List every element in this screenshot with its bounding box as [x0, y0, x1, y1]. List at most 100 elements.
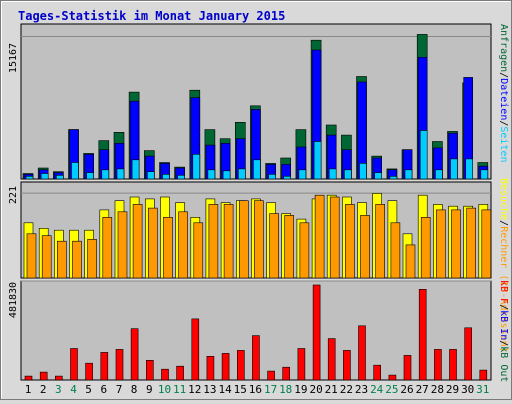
bar-kb-f-day-14	[221, 353, 230, 381]
x-tick-label-day-24: 24	[370, 383, 384, 396]
x-tick-label-day-16: 16	[249, 383, 262, 396]
legend-middle: Besuche /Rechner (IP-Adressen)	[498, 178, 509, 353]
x-tick-label-day-28: 28	[431, 383, 444, 396]
bar-seiten-day-31	[480, 169, 489, 180]
bar-rechner-ip-adressen--day-29	[451, 209, 461, 279]
bar-rechner-ip-adressen--day-18	[284, 215, 295, 279]
panel-visits: 221	[8, 181, 492, 279]
x-tick-label-day-20: 20	[309, 383, 322, 396]
bar-rechner-ip-adressen--day-21	[329, 196, 340, 279]
bar-seiten-day-25	[389, 176, 398, 180]
bar-seiten-day-29	[450, 158, 458, 180]
x-tick-label-day-21: 21	[325, 383, 338, 396]
bar-seiten-day-7	[116, 168, 125, 180]
x-tick-label-day-30: 30	[461, 383, 474, 396]
x-tick-label-day-7: 7	[116, 383, 123, 396]
x-tick-label-day-26: 26	[400, 383, 413, 396]
bar-rechner-ip-adressen--day-8	[132, 204, 143, 279]
bar-kb-f-day-11	[176, 365, 184, 381]
legend-entry: kB In	[498, 310, 509, 340]
legend-entry: Seiten	[498, 126, 509, 162]
bar-kb-f-day-1	[24, 375, 33, 381]
bar-rechner-ip-adressen--day-1	[26, 233, 37, 279]
bar-seiten-day-14	[222, 170, 231, 180]
x-tick-label-day-3: 3	[55, 383, 62, 396]
bar-rechner-ip-adressen--day-9	[148, 207, 158, 279]
legend-top: Anfragen/Dateien/Seiten	[498, 24, 509, 163]
x-tick-label-day-27: 27	[416, 383, 429, 396]
bar-rechner-ip-adressen--day-16	[254, 200, 264, 279]
x-tick-label-day-14: 14	[218, 383, 232, 396]
bar-rechner-ip-adressen--day-22	[345, 204, 355, 279]
legend-entry: Rechner (IP-Adressen)	[498, 226, 509, 352]
bar-seiten-day-3	[55, 175, 64, 180]
bar-rechner-ip-adressen--day-19	[299, 222, 310, 279]
bar-seiten-day-23	[359, 163, 367, 180]
bar-seiten-day-10	[162, 174, 170, 180]
bar-kb-f-day-15	[237, 350, 245, 381]
x-tick-label-day-25: 25	[385, 383, 398, 396]
y-tick-label: 221	[8, 186, 19, 204]
x-tick-label-day-4: 4	[70, 383, 77, 396]
bar-rechner-ip-adressen--day-15	[239, 200, 249, 279]
x-tick-label-day-6: 6	[100, 383, 107, 396]
panel-requests: 15167	[8, 23, 492, 180]
y-tick-label: 481830	[8, 282, 19, 318]
bar-rechner-ip-adressen--day-17	[269, 213, 279, 279]
legend-entry: /	[498, 120, 509, 126]
bar-kb-f-day-29	[449, 349, 457, 381]
bar-seiten-day-12	[192, 154, 201, 180]
legend-entry: /	[498, 72, 509, 78]
bar-kb-f-day-3	[54, 375, 63, 381]
bar-rechner-ip-adressen--day-14	[223, 204, 234, 279]
legend-bottom: kB F/kB In/kB Out	[498, 280, 509, 382]
bar-seiten-day-28	[435, 169, 443, 180]
bar-seiten-day-17	[268, 174, 276, 180]
bar-kb-f-day-26	[403, 355, 412, 381]
bar-rechner-ip-adressen--day-5	[87, 239, 97, 279]
bar-rechner-ip-adressen--day-26	[405, 244, 416, 279]
bar-seiten-day-27	[419, 130, 428, 180]
bar-kb-f-day-27	[418, 288, 427, 381]
x-tick-label-day-11: 11	[173, 383, 186, 396]
bar-kb-f-day-31	[479, 369, 488, 381]
bar-rechner-ip-adressen--day-27	[420, 217, 431, 279]
bar-rechner-ip-adressen--day-7	[117, 211, 128, 279]
x-tick-label-day-13: 13	[203, 383, 216, 396]
bar-rechner-ip-adressen--day-20	[314, 194, 325, 279]
bar-rechner-ip-adressen--day-12	[193, 222, 204, 279]
bar-kb-f-day-9	[146, 359, 154, 381]
x-tick-label-day-5: 5	[85, 383, 92, 396]
bar-kb-f-day-13	[206, 355, 215, 381]
bar-seiten-day-30	[465, 158, 474, 180]
bar-rechner-ip-adressen--day-11	[178, 211, 188, 279]
bar-rechner-ip-adressen--day-3	[56, 240, 67, 279]
bar-rechner-ip-adressen--day-31	[481, 209, 492, 279]
bar-seiten-day-20	[313, 141, 322, 180]
bar-kb-f-day-18	[282, 366, 291, 381]
bar-kb-f-day-5	[85, 362, 93, 381]
x-tick-label-day-31: 31	[476, 383, 489, 396]
bar-seiten-day-16	[253, 159, 261, 180]
x-tick-label-day-18: 18	[279, 383, 292, 396]
bar-seiten-day-13	[207, 169, 216, 180]
bar-seiten-day-2	[40, 173, 49, 180]
legend-entry: /	[498, 340, 509, 346]
bar-seiten-day-21	[328, 168, 337, 180]
x-tick-label-day-9: 9	[146, 383, 153, 396]
legend-entry: Besuche	[498, 178, 509, 220]
bar-seiten-day-4	[71, 162, 79, 180]
bar-kb-f-day-24	[373, 364, 382, 381]
chart-title: Tages-Statistik im Monat January 2015	[18, 9, 285, 23]
x-tick-label-day-8: 8	[131, 383, 138, 396]
x-axis-day-labels: 1 2 3 4 5 6 7 8 9 10 11 12 13 14 15 16 17 18 19 20 21 22 23 24 2…	[25, 383, 490, 396]
bar-kb-f-day-8	[130, 328, 139, 381]
bar-rechner-ip-adressen--day-25	[390, 222, 401, 279]
bar-kb-f-day-28	[434, 349, 442, 381]
bar-kb-f-day-12	[191, 318, 200, 381]
bar-kb-f-day-22	[343, 350, 351, 381]
bar-seiten-day-19	[298, 169, 307, 180]
bar-rechner-ip-adressen--day-13	[208, 204, 219, 279]
bar-seiten-day-26	[404, 169, 413, 180]
